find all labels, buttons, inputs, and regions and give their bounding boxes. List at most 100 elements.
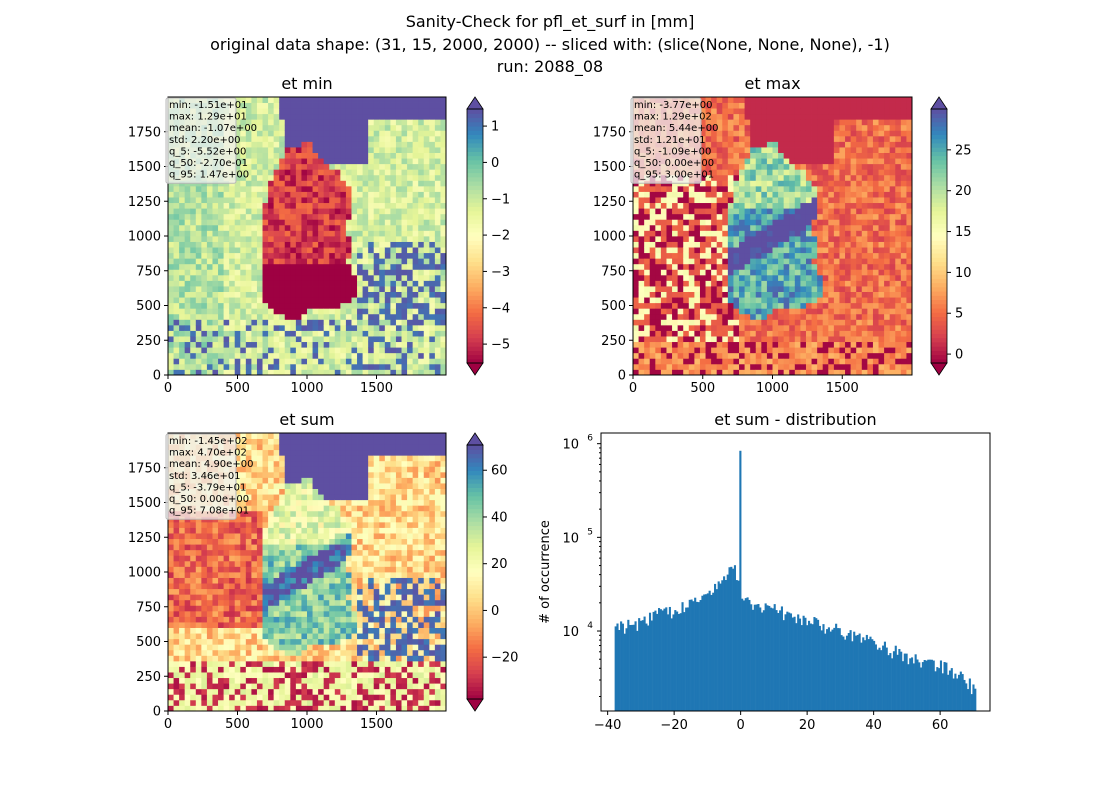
y-tick-label: 1500 [128,496,161,511]
histogram-bar [665,607,668,711]
figure-title-line-2: original data shape: (31, 15, 2000, 2000… [210,35,890,54]
colorbar-segment [467,495,483,501]
histogram-bar [739,450,742,711]
colorbar-segment [467,168,483,174]
colorbar-tick-label: −2 [491,229,510,244]
colorbar: 1 0 −1 −2 −3 −4 −5 [466,96,510,376]
colorbar-segment [467,159,483,165]
colorbar-segment [467,265,483,271]
histogram-bar [956,678,959,711]
x-tick-label: 1500 [360,381,393,396]
y-tick-label: 500 [136,299,161,314]
histogram-bar [972,684,975,711]
colorbar-segment [931,113,947,119]
colorbar-segment [467,669,483,675]
colorbar-segment [467,652,483,658]
histogram-bar [959,671,962,711]
colorbar-segment [931,265,947,271]
histogram-bar [793,616,796,711]
colorbar-segment [467,350,483,356]
y-tick-label: 10 [562,438,579,453]
histogram-bar [967,689,970,711]
histogram-bar [650,620,653,711]
x-tick-label: 1000 [290,717,323,732]
stats-line: max: 1.29e+02 [634,112,712,123]
histogram-bar [963,679,966,711]
histogram-bar [786,611,789,711]
histogram-bar [670,618,673,711]
colorbar-segment [931,134,947,140]
histogram-bar [876,649,879,711]
colorbar-segment [467,248,483,254]
colorbar-segment [931,159,947,165]
histogram-bar [818,625,821,711]
histogram-bar [773,604,776,711]
colorbar-segment [931,312,947,318]
histogram-bar [724,580,727,711]
colorbar-segment [931,333,947,339]
histogram-bar [856,634,859,711]
stats-line: q_50: -2.70e-01 [169,158,248,169]
stats-line: min: -1.51e+01 [169,100,248,111]
histogram-bar [826,629,829,711]
histogram-bar [667,614,670,711]
histogram-bar [936,667,939,711]
colorbar-segment [467,610,483,615]
histogram-bar [784,614,787,711]
histogram-bar [761,612,764,711]
colorbar-segment [467,185,483,191]
colorbar-segment [467,252,483,258]
histogram-bar [614,626,617,711]
colorbar-segment [931,252,947,258]
stats-line: q_50: 0.00e+00 [634,158,714,169]
colorbar-segment [931,155,947,161]
colorbar-segment [931,176,947,182]
colorbar-segment [467,576,483,582]
colorbar-segment [931,180,947,186]
colorbar-segment [467,457,483,463]
colorbar-segment [931,324,947,330]
colorbar-segment [467,550,483,556]
y-tick-label: 1000 [128,230,161,245]
colorbar-segment [931,172,947,178]
colorbar-extend-top [466,96,484,110]
x-tick-label: 500 [225,381,250,396]
colorbar-segment [931,261,947,267]
colorbar-segment [931,121,947,127]
histogram-bar [648,612,652,711]
y-tick-label: 1500 [593,160,626,175]
histogram-bar [907,664,910,711]
colorbar-segment [931,206,947,212]
colorbar-segment [467,299,483,305]
histogram-bar [656,613,659,711]
histogram-bar [845,635,849,711]
stats-line: mean: 5.44e+00 [634,123,718,134]
histogram-bar [706,593,709,711]
stats-line: q_95: 1.47e+00 [169,170,249,181]
panel-title: et max [744,74,800,93]
x-tick-label: 0 [164,381,172,396]
histogram-bar [912,663,915,711]
colorbar-segment [931,303,947,309]
colorbar-segment [467,274,483,279]
colorbar-segment [931,214,947,220]
y-tick-label: 1750 [128,461,161,476]
colorbar-tick-label: −4 [491,301,510,316]
histogram-bar [748,599,751,711]
colorbar-segment [467,219,483,224]
colorbar-segment [931,193,947,199]
colorbar-segment [467,193,483,199]
colorbar-tick-label: 0 [491,604,499,619]
histogram-bar [672,614,675,711]
histogram-bar [730,566,733,711]
colorbar-segment [467,257,483,262]
colorbar-segment [467,312,483,318]
axes-frame [600,432,991,712]
histogram-bar [836,628,840,711]
colorbar-segment [467,474,483,480]
histogram-bar [795,623,798,711]
colorbar-segment [467,341,483,347]
colorbar-segment [467,508,483,514]
